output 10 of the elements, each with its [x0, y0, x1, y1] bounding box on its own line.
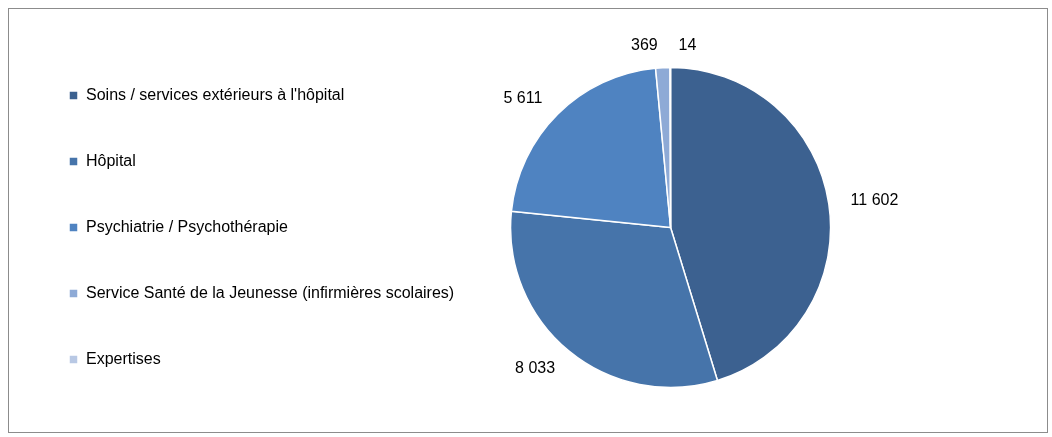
legend-label: Soins / services extérieurs à l'hôpital [86, 85, 345, 103]
legend-label: Psychiatrie / Psychothérapie [86, 217, 288, 235]
legend-label: Expertises [86, 349, 161, 367]
data-label: 5 611 [503, 88, 543, 106]
data-label: 11 602 [850, 190, 899, 208]
data-label: 14 [678, 35, 697, 53]
data-label: 369 [631, 36, 658, 54]
legend-label: Service Santé de la Jeunesse (infirmières scolaires) [86, 283, 455, 301]
data-label: 8 033 [515, 358, 556, 376]
legend-label: Hôpital [86, 151, 136, 169]
